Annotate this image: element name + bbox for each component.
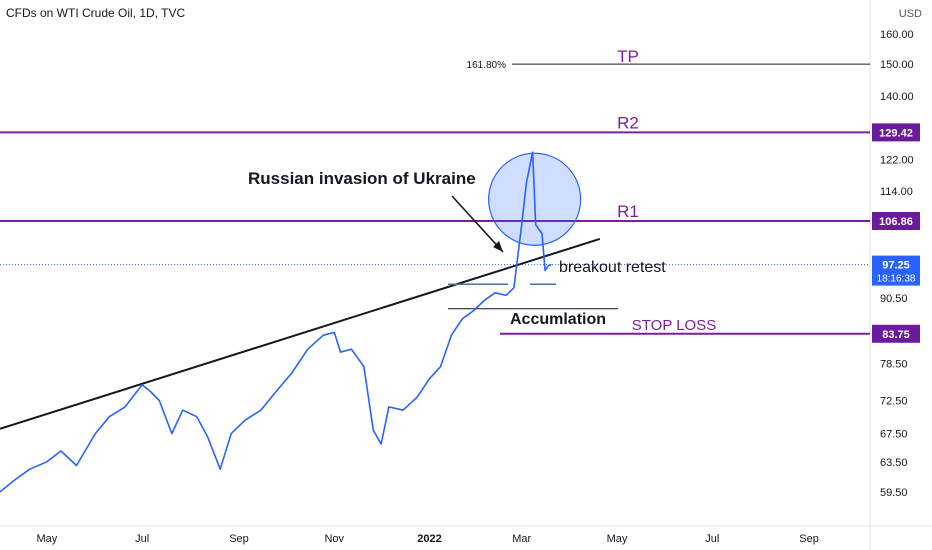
current-price-box (872, 255, 920, 286)
x-tick-label: May (36, 533, 57, 545)
x-tick-label: Mar (512, 533, 531, 545)
annotation-invasion: Russian invasion of Ukraine (248, 169, 476, 188)
current-price-text: 97.25 (882, 260, 910, 272)
r1-price-box (872, 212, 920, 231)
stop-loss-label: STOP LOSS (632, 317, 717, 334)
y-tick-label: 78.50 (880, 359, 908, 371)
y-tick-label: 140.00 (880, 91, 914, 103)
countdown-text: 18:16:38 (877, 274, 916, 285)
y-tick-label: 67.50 (880, 429, 908, 441)
x-tick-label: Jul (705, 533, 719, 545)
y-tick-label: 114.00 (880, 186, 913, 198)
y-tick-label: 59.50 (880, 487, 908, 499)
annotation-arrow (451, 195, 504, 253)
r2-price-box (872, 123, 920, 142)
y-tick-label: 122.00 (880, 155, 914, 167)
y-tick-label: 63.50 (880, 457, 908, 469)
stop-loss-price-box (872, 324, 920, 343)
r1-label: R1 (617, 202, 639, 221)
annotation-accumulation: Accumlation (510, 311, 606, 328)
stop-loss-price-text: 83.75 (882, 329, 910, 341)
y-tick-label: 90.50 (880, 293, 908, 305)
x-tick-label: 2022 (417, 533, 441, 545)
currency-label: USD (898, 8, 922, 20)
y-tick-label: 160.00 (880, 29, 914, 41)
x-tick-label: Sep (229, 533, 249, 545)
annotation-arrowhead (493, 241, 503, 252)
y-tick-label: 72.50 (880, 396, 908, 408)
fib-label: 161.80% (467, 60, 507, 71)
x-tick-label: Nov (324, 533, 344, 545)
x-tick-label: Jul (135, 533, 149, 545)
chart-title: CFDs on WTI Crude Oil, 1D, TVC (6, 6, 186, 20)
x-tick-label: May (607, 533, 628, 545)
r2-label: R2 (617, 113, 639, 132)
tp-label: TP (617, 47, 639, 66)
x-tick-label: Sep (799, 533, 819, 545)
price-series-line (0, 151, 552, 493)
r1-price-text: 106.86 (879, 216, 913, 228)
annotation-breakout-retest: breakout retest (559, 259, 666, 276)
y-tick-label: 150.00 (880, 59, 914, 71)
trend-line (0, 237, 601, 430)
r2-price-text: 129.42 (879, 127, 913, 139)
